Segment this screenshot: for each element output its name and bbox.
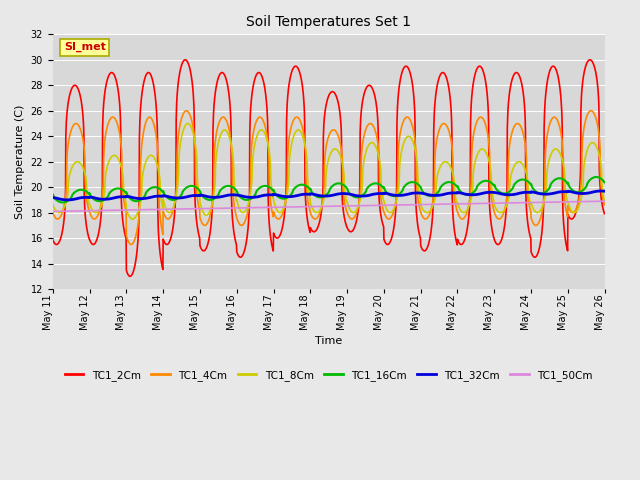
Y-axis label: Soil Temperature (C): Soil Temperature (C) bbox=[15, 105, 25, 219]
Legend: TC1_2Cm, TC1_4Cm, TC1_8Cm, TC1_16Cm, TC1_32Cm, TC1_50Cm: TC1_2Cm, TC1_4Cm, TC1_8Cm, TC1_16Cm, TC1… bbox=[60, 366, 597, 385]
Text: SI_met: SI_met bbox=[64, 42, 106, 52]
Title: Soil Temperatures Set 1: Soil Temperatures Set 1 bbox=[246, 15, 412, 29]
X-axis label: Time: Time bbox=[315, 336, 342, 346]
